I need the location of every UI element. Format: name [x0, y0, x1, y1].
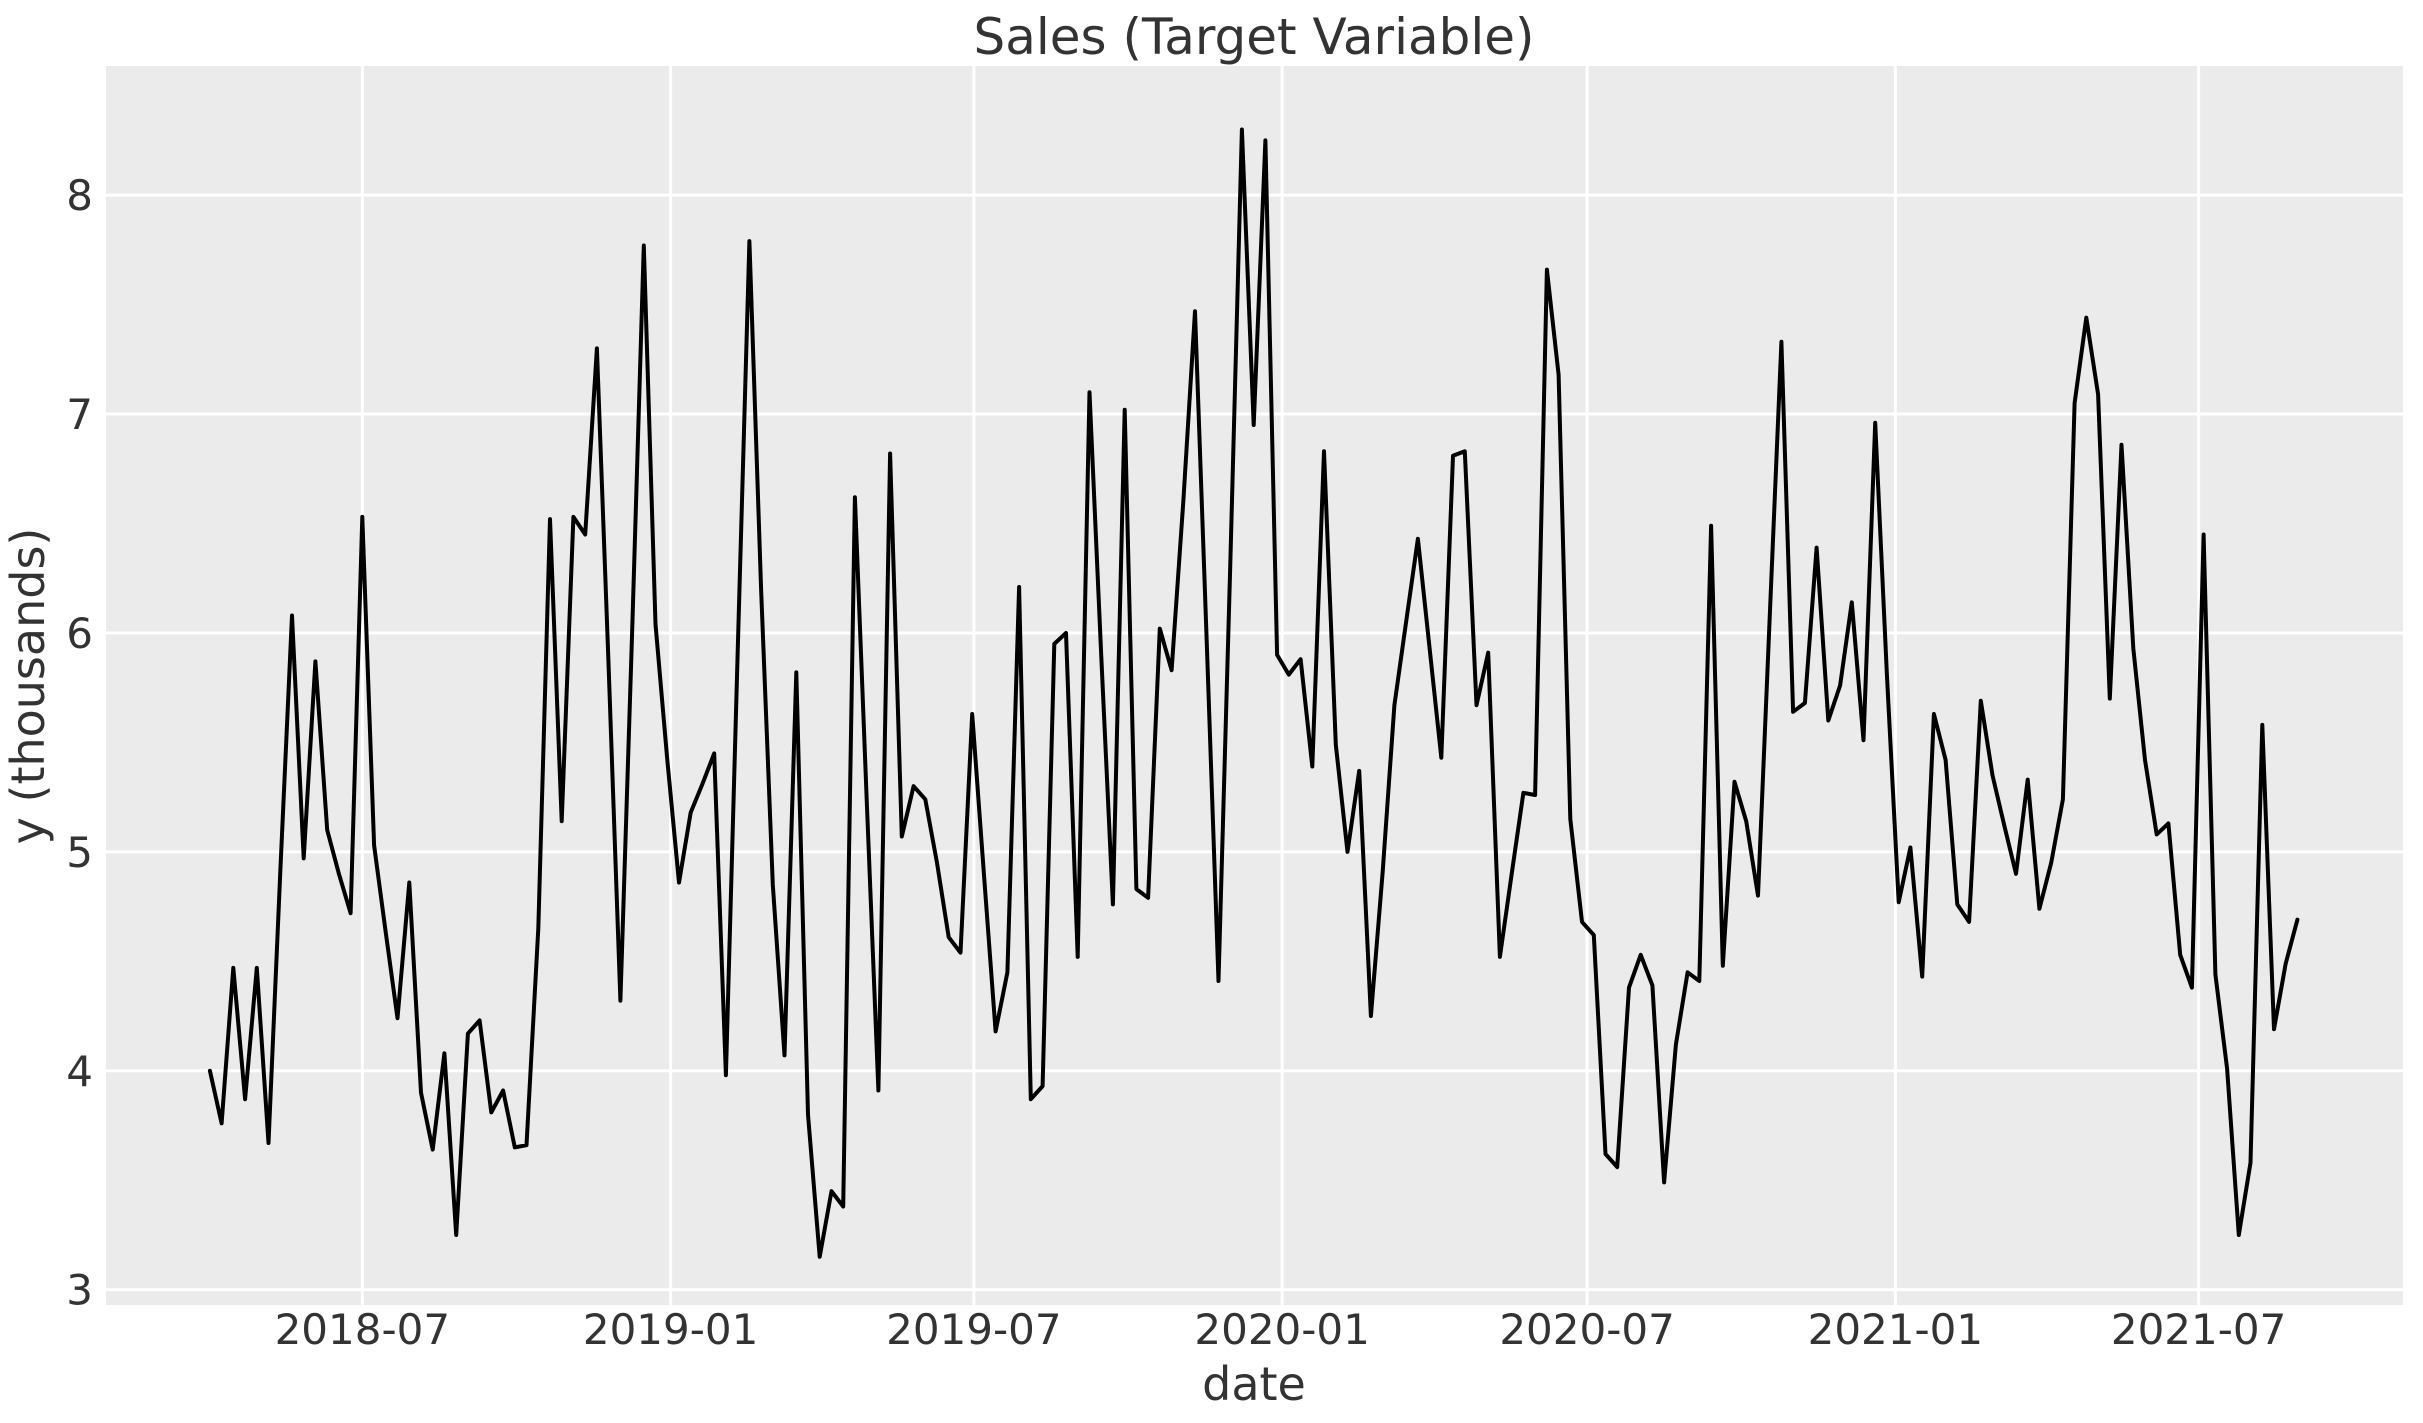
grid-lines	[106, 66, 2403, 1305]
chart-title: Sales (Target Variable)	[973, 8, 1534, 66]
y-tick-label: 8	[66, 171, 93, 220]
x-tick-label: 2021-07	[2111, 1305, 2287, 1354]
x-tick-label: 2020-01	[1194, 1305, 1370, 1354]
data-line	[207, 127, 2300, 1259]
y-tick-labels: 3 4 5 6 7 8	[66, 171, 93, 1315]
y-tick-label: 7	[66, 390, 93, 439]
y-tick-label: 6	[66, 609, 93, 658]
x-tick-label: 2021-01	[1808, 1305, 1984, 1354]
x-tick-label: 2019-07	[886, 1305, 1062, 1354]
x-tick-label: 2018-07	[275, 1305, 451, 1354]
y-tick-label: 5	[66, 828, 93, 877]
y-tick-label: 4	[66, 1047, 93, 1096]
y-axis-label: y (thousands)	[1, 528, 55, 845]
x-tick-labels: 2018-07 2019-01 2019-07 2020-01 2020-07 2021-…	[275, 1305, 2287, 1354]
x-axis-label: date	[1202, 1357, 1306, 1411]
y-tick-label: 3	[66, 1266, 93, 1315]
x-tick-label: 2019-01	[583, 1305, 759, 1354]
x-tick-label: 2020-07	[1499, 1305, 1675, 1354]
